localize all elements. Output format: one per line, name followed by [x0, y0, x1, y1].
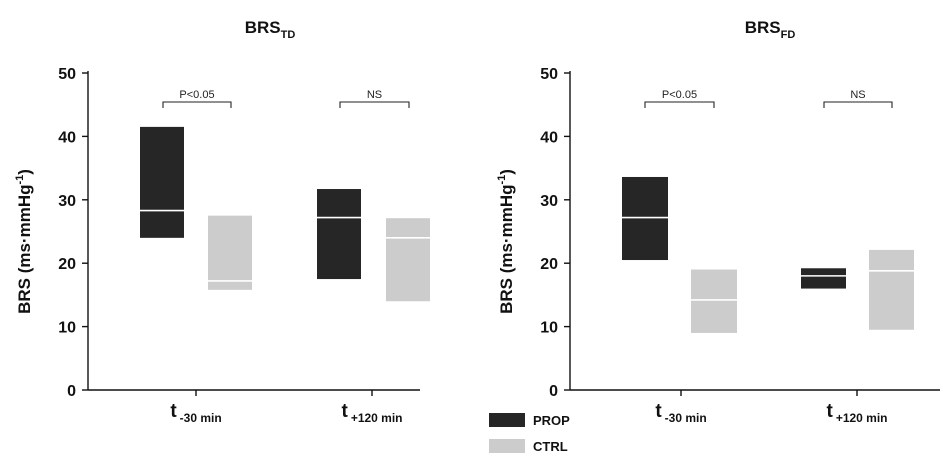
y-tick-label: 10: [540, 320, 558, 337]
chart-title: BRSFD: [745, 18, 796, 41]
bar-ctrl: [208, 215, 252, 290]
legend-label-ctrl: CTRL: [533, 439, 568, 454]
y-tick-label: 30: [540, 193, 558, 210]
y-tick-label: 10: [58, 320, 76, 337]
x-category-t: t: [655, 401, 662, 422]
legend-swatch-prop: [489, 413, 525, 427]
legend: PROP CTRL: [489, 413, 570, 454]
y-tick-label: 50: [540, 66, 558, 83]
bar-prop: [317, 189, 361, 280]
x-category-t: t: [341, 401, 348, 422]
y-tick-label: 50: [58, 66, 76, 83]
bar-ctrl: [869, 249, 914, 330]
significance-bracket: [644, 101, 715, 108]
y-tick-label: 40: [58, 129, 76, 146]
bar-ctrl: [691, 269, 737, 333]
y-axis-label-sup: -1: [14, 175, 26, 185]
significance-label: NS: [850, 89, 865, 101]
bar-ctrl: [386, 218, 430, 302]
x-category-label: t -30 min: [170, 401, 221, 425]
y-axis-label-main: BRS (ms·mmHg: [15, 185, 34, 314]
chart-title-main: BRS: [745, 18, 781, 37]
x-category-label: t +120 min: [826, 401, 887, 425]
y-axis-label-close: ): [497, 169, 516, 175]
x-category-label: t +120 min: [341, 401, 402, 425]
x-category-sub: -30 min: [665, 411, 707, 425]
y-tick-label: 40: [540, 129, 558, 146]
x-category-sub: +120 min: [836, 411, 888, 425]
y-tick-label: 30: [58, 193, 76, 210]
bar-prop: [801, 268, 846, 289]
significance-label: P<0.05: [179, 89, 214, 101]
significance-bracket: [162, 101, 232, 108]
y-axis-label: BRS (ms·mmHg-1): [496, 169, 516, 314]
chart-title-sub: FD: [781, 29, 796, 41]
legend-swatch-ctrl: [489, 439, 525, 453]
significance-bracket: [823, 101, 893, 108]
chart-title-main: BRS: [245, 18, 281, 37]
x-category-label: t -30 min: [655, 401, 706, 425]
x-category-t: t: [170, 401, 177, 422]
significance-label: NS: [367, 89, 382, 101]
y-tick-label: 0: [549, 383, 558, 400]
y-axis-label: BRS (ms·mmHg-1): [14, 169, 34, 314]
y-tick-label: 20: [58, 256, 76, 273]
chart-title-sub: TD: [281, 29, 296, 41]
significance-label: P<0.05: [662, 89, 697, 101]
y-tick-label: 20: [540, 256, 558, 273]
x-category-sub: +120 min: [351, 411, 403, 425]
x-category-t: t: [826, 401, 833, 422]
bar-prop: [622, 176, 668, 261]
y-tick-label: 0: [67, 383, 76, 400]
y-axis-label-close: ): [15, 169, 34, 175]
legend-label-prop: PROP: [533, 413, 570, 428]
significance-bracket: [339, 101, 410, 108]
bar-prop: [140, 126, 184, 238]
x-category-sub: -30 min: [180, 411, 222, 425]
chart-title: BRSTD: [245, 18, 296, 41]
y-axis-label-main: BRS (ms·mmHg: [497, 185, 516, 314]
y-axis-label-sup: -1: [496, 175, 508, 185]
